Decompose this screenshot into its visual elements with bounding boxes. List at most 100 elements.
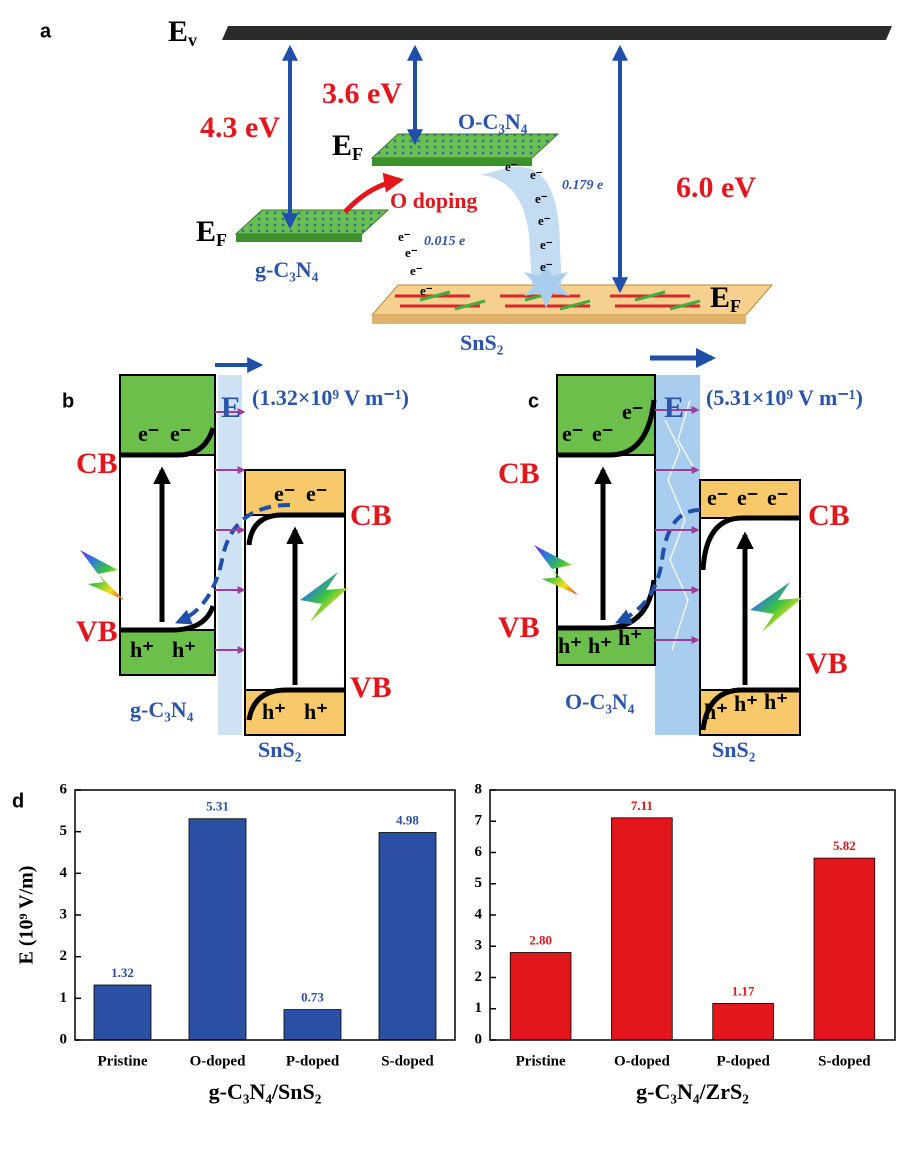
electron: e⁻ [562,421,583,446]
electron: e⁻ [540,237,553,252]
electron: e⁻ [767,485,788,510]
panel-label: b [62,390,74,412]
panel-b: E (1.32×10⁹ V m⁻¹) CB VB CB VB g-C₃N₄ Sn… [76,365,409,762]
panel-c: E (5.31×10⁹ V m⁻¹) CB VB CB VB O-C₃N₄ Sn… [498,358,863,762]
value-label: 1.32 [111,965,134,980]
field-bar [218,375,242,735]
material-label: SnS₂ [460,330,504,355]
field-strength: (5.31×10⁹ V m⁻¹) [706,385,863,410]
band-label: VB [350,671,392,704]
panel-label: a [40,20,52,42]
field-symbol: E [221,391,241,424]
y-axis-title: E (10⁹ V/m) [16,866,38,965]
bar [814,858,875,1040]
electron: e⁻ [274,481,295,506]
hole: h⁺ [704,699,728,724]
band-label: VB [498,611,540,644]
field-strength: (1.32×10⁹ V m⁻¹) [252,385,409,410]
bar [713,1003,774,1040]
vacuum-plate [222,26,892,40]
y-tick-label: 0 [475,1031,483,1047]
x-tick-label: O-doped [190,1053,247,1069]
y-tick-label: 3 [60,906,68,922]
material-label: O-C₃N₄ [458,109,528,134]
hole: h⁺ [130,637,154,662]
slab-side [236,234,362,242]
x-axis-title: g-C₃N₄/ZrS₂ [636,1079,749,1104]
band-label: VB [76,615,118,648]
material-label: O-C₃N₄ [565,689,635,714]
band-label: CB [808,499,850,532]
cb-region [120,375,215,455]
electron: e⁻ [530,167,543,182]
electron: e⁻ [535,191,548,206]
material-label: SnS₂ [258,737,302,762]
value-label: 5.31 [206,799,229,814]
x-tick-label: P-doped [716,1053,770,1069]
fermi-label: EF [196,215,227,250]
y-tick-label: 3 [475,938,483,954]
value-label: 0.73 [301,990,324,1005]
electron: e⁻ [505,159,518,174]
x-axis-title: g-C₃N₄/SnS₂ [209,1079,322,1104]
x-tick-label: Pristine [98,1053,148,1069]
slab-side [372,315,746,324]
light-icon [80,550,124,600]
band-label: CB [498,457,540,490]
panel-label: d [12,790,24,812]
y-tick-label: 4 [475,906,483,922]
value-label: 4.98 [396,812,419,827]
electron: e⁻ [622,399,643,424]
field-symbol: E [664,391,684,424]
band-label: CB [350,499,392,532]
hole: h⁺ [734,691,758,716]
bar [284,1010,341,1040]
gap-label: 6.0 eV [676,171,756,204]
electron: e⁻ [306,481,327,506]
gap-label: 3.6 eV [322,77,402,110]
hole: h⁺ [172,637,196,662]
value-label: 2.80 [529,932,552,947]
hole: h⁺ [558,633,582,658]
panel-label: c [528,390,539,412]
electron: e⁻ [138,421,159,446]
electron: e⁻ [405,245,418,260]
vacuum-label: Ev [168,15,197,50]
electron: e⁻ [398,229,411,244]
electron: e⁻ [592,421,613,446]
x-tick-label: Pristine [516,1053,566,1069]
bar [189,819,246,1040]
x-tick-label: S-doped [818,1053,871,1069]
electron: e⁻ [540,259,553,274]
slab-dots [236,210,388,234]
electron: e⁻ [737,485,758,510]
y-tick-label: 6 [475,844,483,860]
hole: h⁺ [618,625,642,650]
x-tick-label: S-doped [381,1053,434,1069]
electron: e⁻ [420,283,433,298]
y-tick-label: 2 [475,969,483,985]
figure: a b c d Ev 4.3 eV 3.6 eV 6.0 eV EF EF EF [0,0,909,1164]
electron: e⁻ [410,263,423,278]
gap-label: 4.3 eV [200,111,280,144]
hole: h⁺ [588,633,612,658]
y-tick-label: 1 [60,990,68,1006]
electron: e⁻ [170,421,191,446]
band-label: VB [806,647,848,680]
y-tick-label: 5 [60,823,68,839]
value-label: 1.17 [732,983,755,998]
band-label: CB [76,447,118,480]
material-label: g-C₃N₄ [130,697,194,722]
slab-dots [372,134,558,158]
x-tick-label: P-doped [286,1053,340,1069]
value-label: 5.82 [833,838,856,853]
y-tick-label: 8 [475,781,483,797]
bar [379,833,436,1041]
y-tick-label: 0 [60,1031,68,1047]
panel-a: Ev 4.3 eV 3.6 eV 6.0 eV EF EF EF g-C₃N₄ … [168,15,892,355]
hole: h⁺ [304,699,328,724]
y-tick-label: 6 [60,781,68,797]
electron: e⁻ [707,485,728,510]
material-label: g-C₃N₄ [255,257,319,282]
fermi-label: EF [332,129,363,164]
